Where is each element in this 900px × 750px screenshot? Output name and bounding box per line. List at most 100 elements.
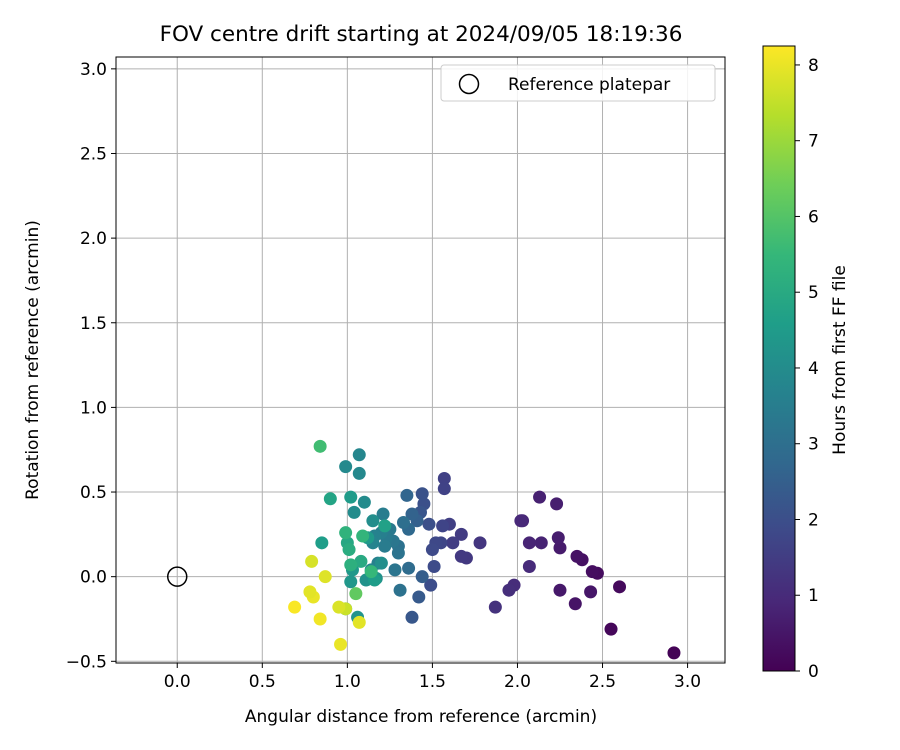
y-axis-label: Rotation from reference (arcmin) bbox=[23, 220, 43, 500]
scatter-point bbox=[396, 516, 410, 530]
x-tick-label: 2.0 bbox=[504, 672, 531, 692]
colorbar-ticks: 0 1 2 3 4 5 6 7 8 bbox=[795, 56, 819, 682]
scatter-point bbox=[393, 583, 407, 597]
scatter-point bbox=[514, 514, 528, 528]
y-tick-label: 0.0 bbox=[80, 568, 107, 588]
colorbar-tick-label: 2 bbox=[808, 510, 819, 530]
scatter-point bbox=[568, 597, 582, 611]
chart-title: FOV centre drift starting at 2024/09/05 … bbox=[160, 22, 683, 47]
scatter-point bbox=[427, 560, 441, 574]
y-axis-ticks: −0.5 0.0 0.5 1.0 1.5 2.0 2.5 3.0 bbox=[66, 60, 116, 672]
reference-platepar-marker bbox=[166, 566, 188, 587]
plot-area: 0.0 0.5 1.0 1.5 2.0 2.5 3.0 −0.5 0.0 0.5 1.0 1.5 2.… bbox=[66, 56, 726, 692]
scatter-point bbox=[502, 583, 516, 597]
scatter-point bbox=[584, 585, 598, 599]
scatter-point bbox=[613, 580, 627, 594]
x-tick-label: 1.5 bbox=[419, 672, 446, 692]
scatter-point bbox=[342, 543, 356, 557]
y-tick-label: 2.5 bbox=[80, 144, 107, 164]
x-tick-label: 0.0 bbox=[164, 672, 191, 692]
scatter-point bbox=[318, 570, 332, 584]
y-tick-label: 0.5 bbox=[80, 483, 107, 503]
legend-label: Reference platepar bbox=[508, 75, 670, 95]
scatter-point bbox=[388, 563, 402, 577]
legend-marker-icon bbox=[458, 73, 480, 95]
scatter-point bbox=[366, 514, 380, 528]
scatter-point bbox=[332, 600, 346, 614]
x-tick-label: 1.0 bbox=[334, 672, 361, 692]
colorbar-tick-label: 8 bbox=[808, 56, 819, 76]
scatter-point bbox=[303, 585, 317, 599]
scatter-point bbox=[374, 556, 388, 570]
scatter-point bbox=[344, 558, 358, 572]
scatter-point bbox=[425, 543, 439, 557]
scatter-point bbox=[349, 587, 363, 601]
scatter-points bbox=[288, 439, 681, 660]
y-tick-label: 2.0 bbox=[80, 229, 107, 249]
scatter-point bbox=[376, 507, 390, 521]
scatter-point bbox=[553, 583, 567, 597]
colorbar-frame bbox=[762, 45, 796, 672]
colorbar-tick-label: 0 bbox=[808, 662, 819, 682]
scatter-point bbox=[551, 531, 565, 545]
scatter-point bbox=[446, 536, 460, 550]
legend: Reference platepar bbox=[440, 64, 716, 102]
scatter-point bbox=[323, 492, 337, 506]
scatter-point bbox=[473, 536, 487, 550]
scatter-point bbox=[534, 536, 548, 550]
scatter-point bbox=[400, 488, 414, 502]
scatter-point bbox=[436, 519, 450, 533]
plot-frame bbox=[115, 56, 726, 664]
scatter-point bbox=[533, 490, 547, 504]
scatter-point bbox=[550, 497, 564, 511]
scatter-point bbox=[570, 549, 584, 563]
x-axis-label: Angular distance from reference (arcmin) bbox=[245, 707, 597, 727]
scatter-point bbox=[315, 536, 329, 550]
scatter-point bbox=[437, 482, 451, 496]
colorbar-gradient bbox=[763, 46, 795, 671]
y-tick-label: 1.5 bbox=[80, 314, 107, 334]
scatter-point bbox=[344, 575, 358, 589]
scatter-point bbox=[334, 637, 348, 651]
scatter-point bbox=[356, 529, 370, 543]
colorbar-tick-label: 5 bbox=[808, 283, 819, 303]
x-tick-label: 3.0 bbox=[674, 672, 701, 692]
colorbar-tick-label: 7 bbox=[808, 132, 819, 152]
legend-box bbox=[440, 64, 716, 102]
scatter-point bbox=[344, 490, 358, 504]
scatter-point bbox=[352, 448, 366, 462]
scatter-point bbox=[402, 561, 416, 575]
scatter-point bbox=[357, 495, 371, 509]
scatter-point bbox=[352, 615, 366, 629]
scatter-point bbox=[454, 549, 468, 563]
scatter-point bbox=[553, 541, 567, 555]
scatter-point bbox=[391, 546, 405, 560]
y-tick-label: −0.5 bbox=[66, 652, 107, 672]
colorbar-tick-label: 1 bbox=[808, 586, 819, 606]
scatter-point bbox=[422, 517, 436, 531]
x-tick-label: 2.5 bbox=[589, 672, 616, 692]
scatter-point bbox=[378, 519, 392, 533]
plot-background bbox=[116, 57, 725, 663]
scatter-point bbox=[604, 622, 618, 636]
colorbar-tick-label: 3 bbox=[808, 435, 819, 455]
scatter-point bbox=[352, 466, 366, 480]
scatter-point bbox=[313, 439, 327, 453]
scatter-point bbox=[415, 570, 429, 584]
x-axis-ticks: 0.0 0.5 1.0 1.5 2.0 2.5 3.0 bbox=[164, 663, 701, 692]
scatter-point bbox=[378, 539, 392, 553]
scatter-point bbox=[339, 460, 353, 474]
scatter-point bbox=[339, 526, 353, 540]
scatter-point bbox=[347, 505, 361, 519]
scatter-point bbox=[364, 565, 378, 579]
scatter-point bbox=[585, 565, 599, 579]
scatter-point bbox=[405, 507, 419, 521]
scatter-point bbox=[354, 554, 368, 568]
scatter-point bbox=[313, 612, 327, 626]
y-tick-label: 3.0 bbox=[80, 60, 107, 80]
scatter-point bbox=[522, 536, 536, 550]
scatter-point bbox=[454, 527, 468, 541]
scatter-point bbox=[415, 487, 429, 501]
scatter-point bbox=[288, 600, 302, 614]
scatter-point bbox=[405, 610, 419, 624]
